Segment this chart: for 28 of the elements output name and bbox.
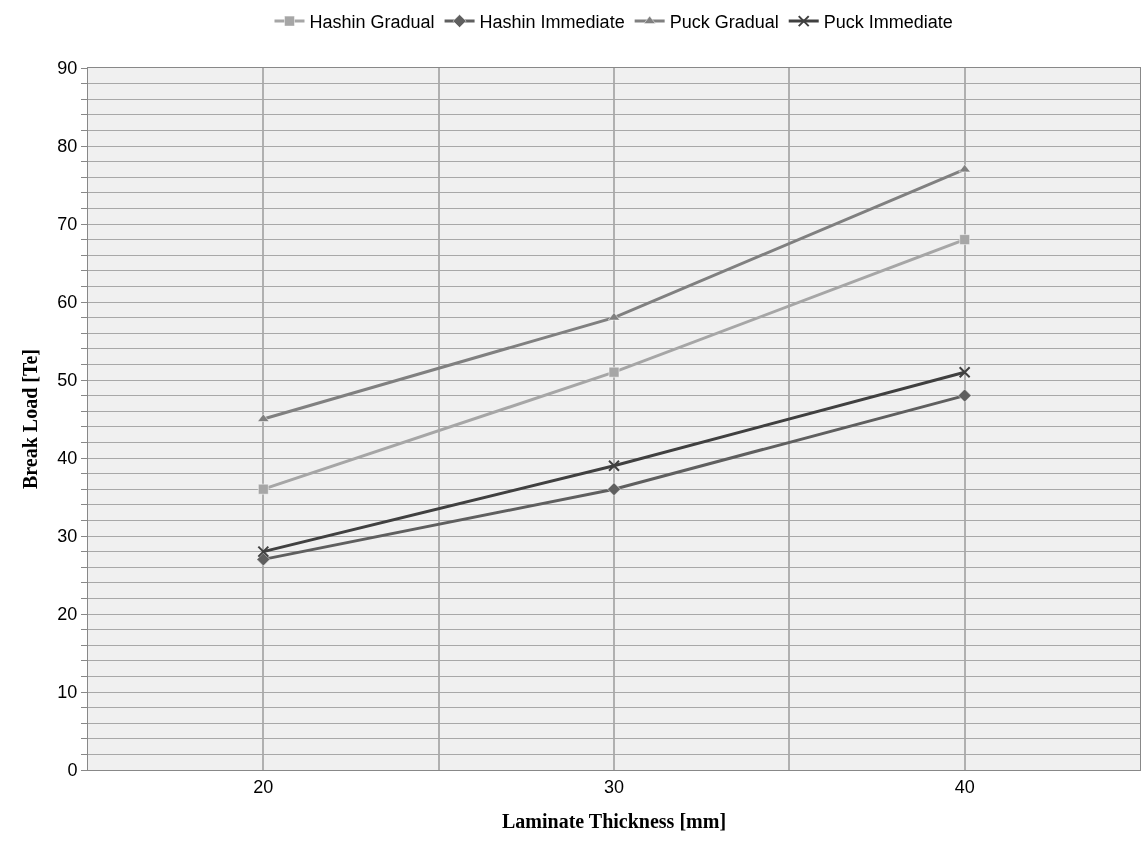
y-tick-label: 70 [57,214,78,235]
legend-label: Puck Immediate [823,12,953,33]
x-axis-title: Laminate Thickness [mm] [501,810,727,833]
point [256,552,271,567]
point [607,482,621,496]
point [258,483,269,495]
y-tick-label: 60 [57,292,78,313]
y-tick-label: 40 [57,448,78,469]
x-tick-label: 20 [253,776,274,797]
y-tick-label: 80 [57,136,78,157]
point [608,459,620,472]
legend-label: Hashin Gradual [309,12,435,33]
y-tick-label: 10 [57,682,78,703]
y-axis-title: Break Load [Te] [18,348,41,490]
point [957,388,972,403]
y-tick-label: 0 [67,760,78,781]
point [958,366,971,379]
x-tick-label: 30 [603,776,625,797]
legend-label: Puck Gradual [669,12,779,33]
point [959,234,970,245]
x-tick-label: 40 [954,776,975,797]
y-tick-label: 20 [57,604,78,625]
y-tick-label: 30 [57,526,78,547]
point [257,545,270,558]
point [608,366,620,378]
legend-label: Hashin Immediate [479,12,625,33]
y-tick-label: 50 [57,370,78,391]
y-tick-label: 90 [57,58,78,79]
